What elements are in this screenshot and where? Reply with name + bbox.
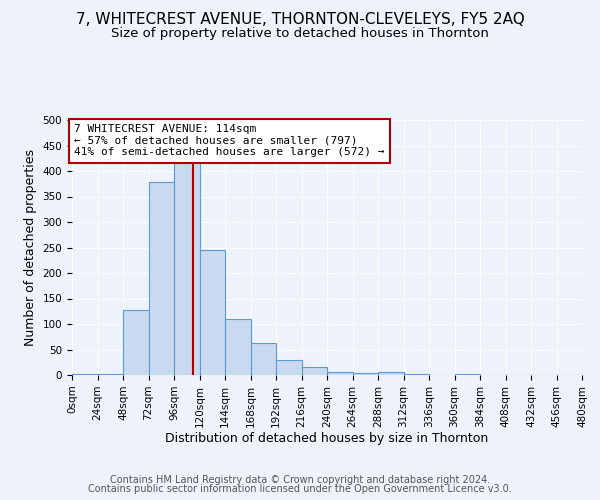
- Bar: [276, 360, 302, 375]
- Bar: [149, 182, 174, 375]
- Bar: [251, 343, 276, 375]
- Text: Contains public sector information licensed under the Open Government Licence v3: Contains public sector information licen…: [88, 484, 512, 494]
- Bar: [225, 319, 251, 375]
- Bar: [378, 372, 404, 375]
- Bar: [327, 372, 353, 375]
- Text: 7, WHITECREST AVENUE, THORNTON-CLEVELEYS, FY5 2AQ: 7, WHITECREST AVENUE, THORNTON-CLEVELEYS…: [76, 12, 524, 28]
- X-axis label: Distribution of detached houses by size in Thornton: Distribution of detached houses by size …: [166, 432, 488, 446]
- Y-axis label: Number of detached properties: Number of detached properties: [24, 149, 37, 346]
- Bar: [123, 310, 149, 375]
- Bar: [174, 162, 199, 375]
- Bar: [72, 374, 97, 375]
- Bar: [199, 250, 225, 375]
- Bar: [455, 374, 480, 375]
- Text: 7 WHITECREST AVENUE: 114sqm
← 57% of detached houses are smaller (797)
41% of se: 7 WHITECREST AVENUE: 114sqm ← 57% of det…: [74, 124, 385, 158]
- Text: Contains HM Land Registry data © Crown copyright and database right 2024.: Contains HM Land Registry data © Crown c…: [110, 475, 490, 485]
- Bar: [353, 374, 378, 375]
- Bar: [302, 368, 327, 375]
- Bar: [404, 374, 429, 375]
- Text: Size of property relative to detached houses in Thornton: Size of property relative to detached ho…: [111, 28, 489, 40]
- Bar: [97, 374, 123, 375]
